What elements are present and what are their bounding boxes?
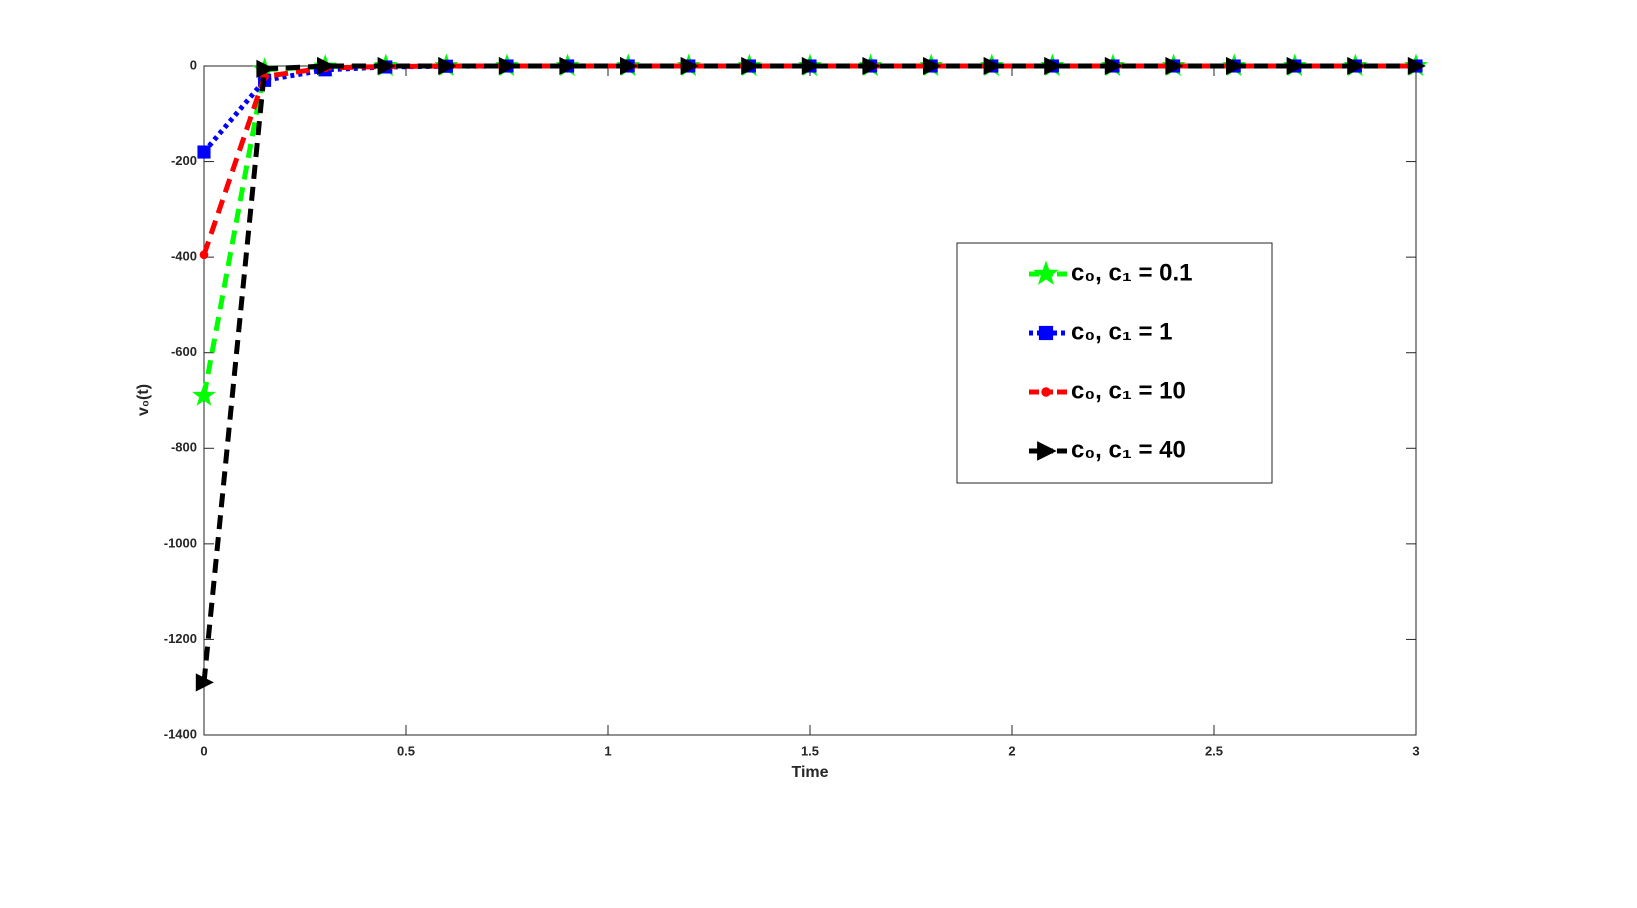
marker xyxy=(862,56,881,76)
y-tick-label: -200 xyxy=(171,153,197,168)
marker xyxy=(317,56,336,76)
x-tick-label: 3 xyxy=(1412,743,1419,758)
x-tick-label: 1.5 xyxy=(801,743,819,758)
marker xyxy=(1347,56,1366,76)
marker xyxy=(983,56,1002,76)
marker xyxy=(498,56,517,76)
y-tick-label: 0 xyxy=(190,57,197,72)
legend-label: c₀, c₁ = 40 xyxy=(1071,436,1186,463)
marker xyxy=(620,56,639,76)
x-tick-label: 0.5 xyxy=(397,743,415,758)
marker xyxy=(195,673,214,692)
marker xyxy=(438,56,457,76)
marker xyxy=(256,59,275,78)
y-tick-label: -1000 xyxy=(164,535,197,550)
x-axis-label: Time xyxy=(791,764,828,781)
marker xyxy=(1165,56,1184,76)
x-tick-label: 2.5 xyxy=(1205,743,1223,758)
marker xyxy=(1104,56,1123,76)
marker xyxy=(1286,56,1305,76)
x-tick-label: 2 xyxy=(1008,743,1015,758)
y-tick-label: -1200 xyxy=(164,631,197,646)
marker xyxy=(1041,387,1051,397)
marker xyxy=(559,56,578,76)
marker xyxy=(1226,56,1245,76)
y-tick-label: -800 xyxy=(171,440,197,455)
y-tick-label: -600 xyxy=(171,344,197,359)
marker xyxy=(199,250,209,260)
x-tick-label: 1 xyxy=(604,743,611,758)
marker xyxy=(741,56,760,76)
legend-label: c₀, c₁ = 0.1 xyxy=(1071,259,1193,286)
marker xyxy=(197,145,211,159)
marker xyxy=(801,56,820,76)
y-tick-label: -1400 xyxy=(164,726,197,741)
marker xyxy=(1038,325,1054,341)
x-tick-label: 0 xyxy=(200,743,207,758)
series-line xyxy=(201,63,1416,683)
marker xyxy=(1044,56,1063,76)
marker xyxy=(377,56,396,76)
marker xyxy=(1033,260,1059,285)
marker xyxy=(1407,56,1426,76)
marker xyxy=(923,56,942,76)
marker xyxy=(1037,441,1057,461)
marker xyxy=(192,383,216,406)
legend-label: c₀, c₁ = 1 xyxy=(1071,318,1172,345)
y-tick-label: -400 xyxy=(171,249,197,264)
legend-box xyxy=(956,242,1273,484)
marker xyxy=(680,56,699,76)
legend-label: c₀, c₁ = 10 xyxy=(1071,377,1186,404)
y-axis-label: v₀(t) xyxy=(135,384,152,416)
